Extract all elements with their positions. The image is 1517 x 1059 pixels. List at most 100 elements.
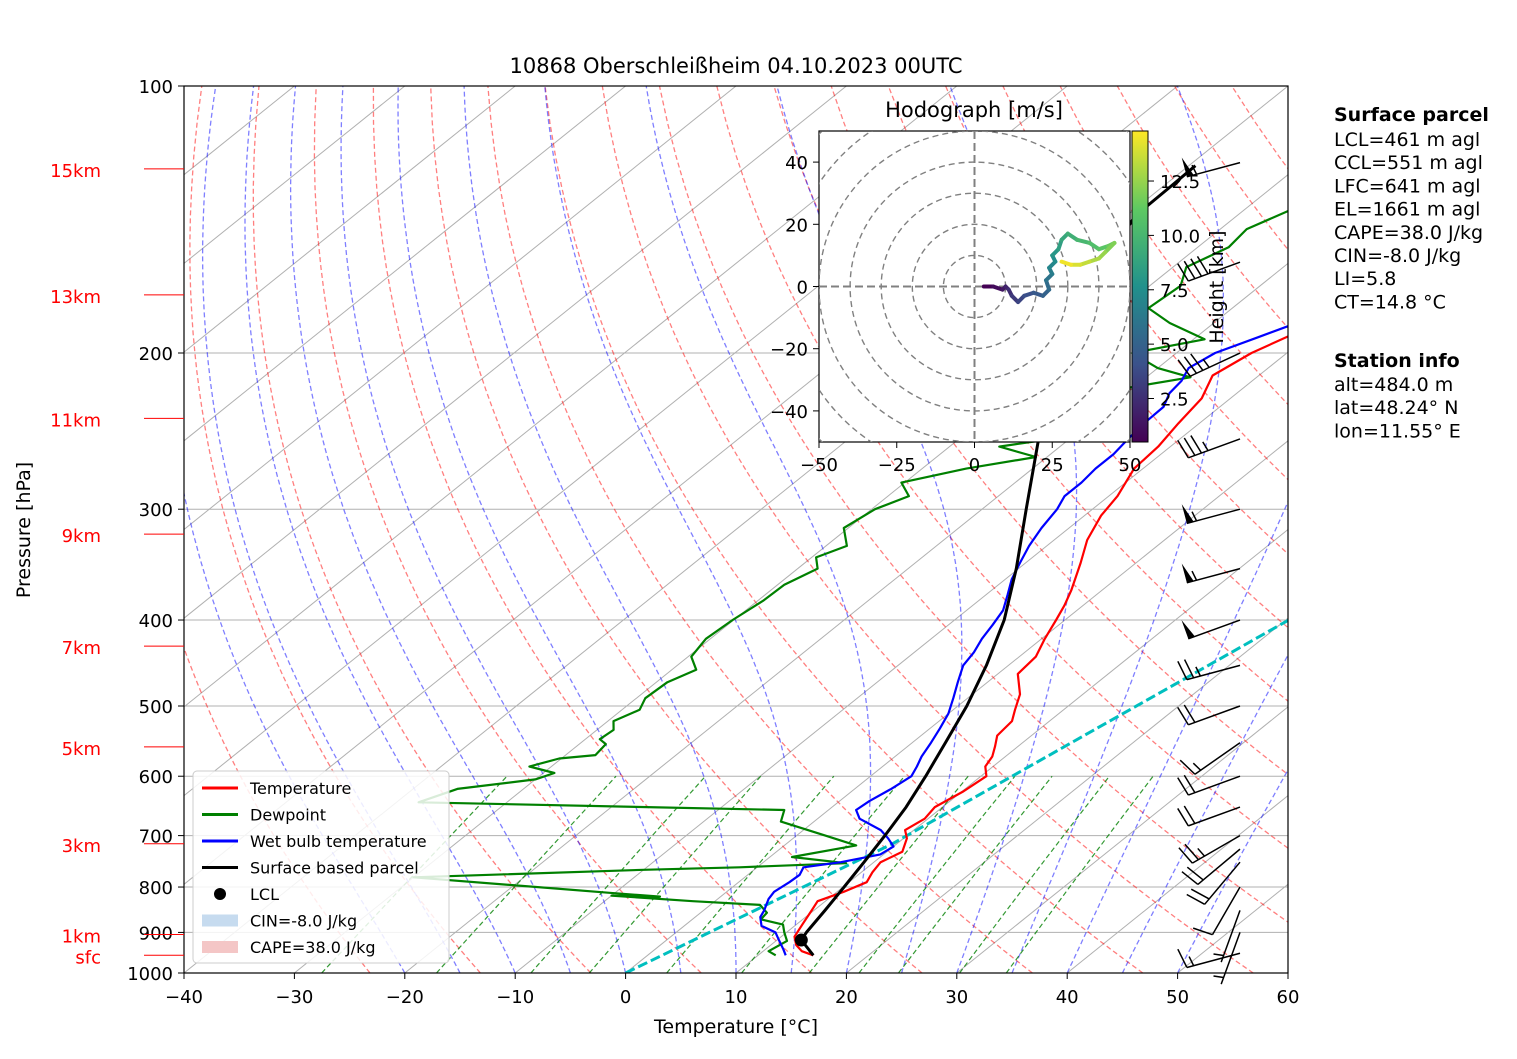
hodograph-x-tick-label: −50	[800, 455, 838, 476]
moist-adiabat	[340, 86, 627, 973]
colorbar-tick-label: 2.5	[1160, 390, 1189, 411]
colorbar-tick-label: 10.0	[1160, 226, 1200, 247]
barb-shaft	[1188, 806, 1241, 827]
isotherm-line	[846, 617, 1288, 973]
surface-parcel-line: LI=5.8	[1334, 268, 1396, 290]
barb-shaft	[1189, 352, 1241, 377]
legend-entry: LCL	[214, 885, 279, 904]
surface-parcel-line: LCL=461 m agl	[1334, 129, 1480, 151]
legend-box	[192, 770, 450, 964]
isotherm-line	[735, 528, 1288, 973]
barb-full	[1177, 948, 1188, 968]
hodograph-inset: Hodograph [m/s] −50 −25 0 25 50 −40 −20 0 20 40 2…	[770, 98, 1228, 476]
hodograph-y-tick-label: 0	[797, 278, 808, 299]
wind-barb	[1177, 659, 1241, 681]
legend-entry: Temperature	[202, 779, 351, 798]
wind-barbs	[1177, 157, 1241, 985]
dry-adiabat	[252, 86, 592, 973]
dry-adiabat	[1002, 86, 1288, 481]
barb-shaft	[1186, 664, 1241, 681]
x-tick-label: −20	[386, 987, 424, 1008]
height-label: 1km	[62, 927, 101, 948]
barb-full	[1183, 356, 1198, 374]
mixing-ratio-line	[741, 775, 905, 973]
barb-shaft	[1188, 438, 1241, 459]
mixing-ratio-line	[959, 775, 1110, 973]
height-label: 9km	[62, 526, 101, 547]
lcl-marker	[794, 933, 808, 947]
barb-full	[1177, 777, 1189, 796]
wind-barb	[1181, 157, 1241, 178]
barb-half	[1192, 762, 1202, 771]
isotherm-line	[184, 86, 737, 531]
chart-title: 10868 Oberschleißheim 04.10.2023 00UTC	[510, 54, 963, 78]
barb-shaft	[1188, 261, 1241, 282]
barb-flag	[1181, 620, 1195, 639]
hodograph-x-tick-label: 25	[1041, 455, 1064, 476]
wind-barb	[1181, 619, 1241, 640]
y-tick-label: 800	[139, 878, 173, 899]
barb-shaft	[1188, 619, 1241, 640]
barb-half	[1191, 570, 1198, 581]
barb-shaft	[1220, 910, 1241, 963]
height-label: sfc	[75, 947, 101, 968]
colorbar-tick-label: 12.5	[1160, 172, 1200, 193]
barb-full	[1184, 843, 1199, 861]
height-label: 7km	[62, 638, 101, 659]
barb-full	[1186, 893, 1206, 905]
y-tick-label: 300	[139, 500, 173, 521]
legend-label: Surface based parcel	[250, 859, 419, 878]
isotherm-line	[514, 351, 1288, 973]
mixing-ratio-line	[1005, 775, 1154, 973]
station-info-line: alt=484.0 m	[1334, 374, 1453, 396]
moist-adiabat	[463, 86, 737, 973]
hodograph-segment	[1103, 240, 1117, 255]
isotherm-line	[184, 86, 516, 353]
dry-adiabat	[487, 86, 1033, 973]
x-tick-label: 10	[725, 987, 748, 1008]
hodograph-y-tick-label: −40	[770, 402, 808, 423]
barb-half	[1202, 441, 1209, 451]
barb-full	[1183, 805, 1196, 824]
barb-shaft	[1220, 932, 1241, 985]
isotherm-line	[184, 86, 406, 265]
dry-adiabat	[372, 86, 813, 973]
dry-adiabat	[313, 86, 702, 973]
wind-barb	[1186, 861, 1241, 905]
barb-half	[1213, 953, 1224, 957]
dry-adiabat	[544, 86, 1144, 973]
dry-adiabat	[658, 86, 1288, 923]
mixing-ratio-line	[588, 775, 762, 973]
barb-shaft	[1186, 952, 1241, 969]
wet-bulb-temperature-line	[759, 325, 1288, 956]
isotherm-layer	[184, 86, 1288, 973]
barb-full	[1179, 759, 1196, 775]
wind-barb	[1177, 774, 1241, 796]
surface-parcel-line: CAPE=38.0 J/kg	[1334, 222, 1483, 244]
barb-half	[1197, 847, 1206, 857]
station-info-line: lat=48.24° N	[1334, 397, 1458, 419]
station-info-heading: Station info	[1334, 350, 1460, 372]
hodograph-axes: −50 −25 0 25 50 −40 −20 0 20 40	[770, 153, 1141, 476]
barb-shaft	[1188, 775, 1241, 796]
colorbar-tick-label: 7.5	[1160, 281, 1189, 302]
wind-barb	[1177, 352, 1241, 377]
legend-dot-swatch	[214, 888, 226, 900]
station-info-line: lon=11.55° E	[1334, 420, 1461, 442]
moist-adiabat-layer	[184, 86, 1288, 973]
barb-full	[1177, 661, 1188, 680]
y-tick-label: 400	[139, 611, 173, 632]
height-label: 5km	[62, 739, 101, 760]
barb-shaft	[1194, 742, 1241, 775]
barb-flag	[1181, 504, 1194, 524]
barb-shaft	[1197, 848, 1241, 886]
barb-half	[1191, 511, 1198, 522]
barb-shaft	[1204, 861, 1241, 905]
barb-full	[1186, 866, 1204, 881]
x-tick-label: 50	[1166, 987, 1189, 1008]
barb-shaft	[1186, 508, 1241, 525]
surface-parcel-line: CCL=551 m agl	[1334, 152, 1483, 174]
surface-parcel-line: CIN=-8.0 J/kg	[1334, 245, 1461, 267]
dry-adiabat	[716, 86, 1288, 849]
